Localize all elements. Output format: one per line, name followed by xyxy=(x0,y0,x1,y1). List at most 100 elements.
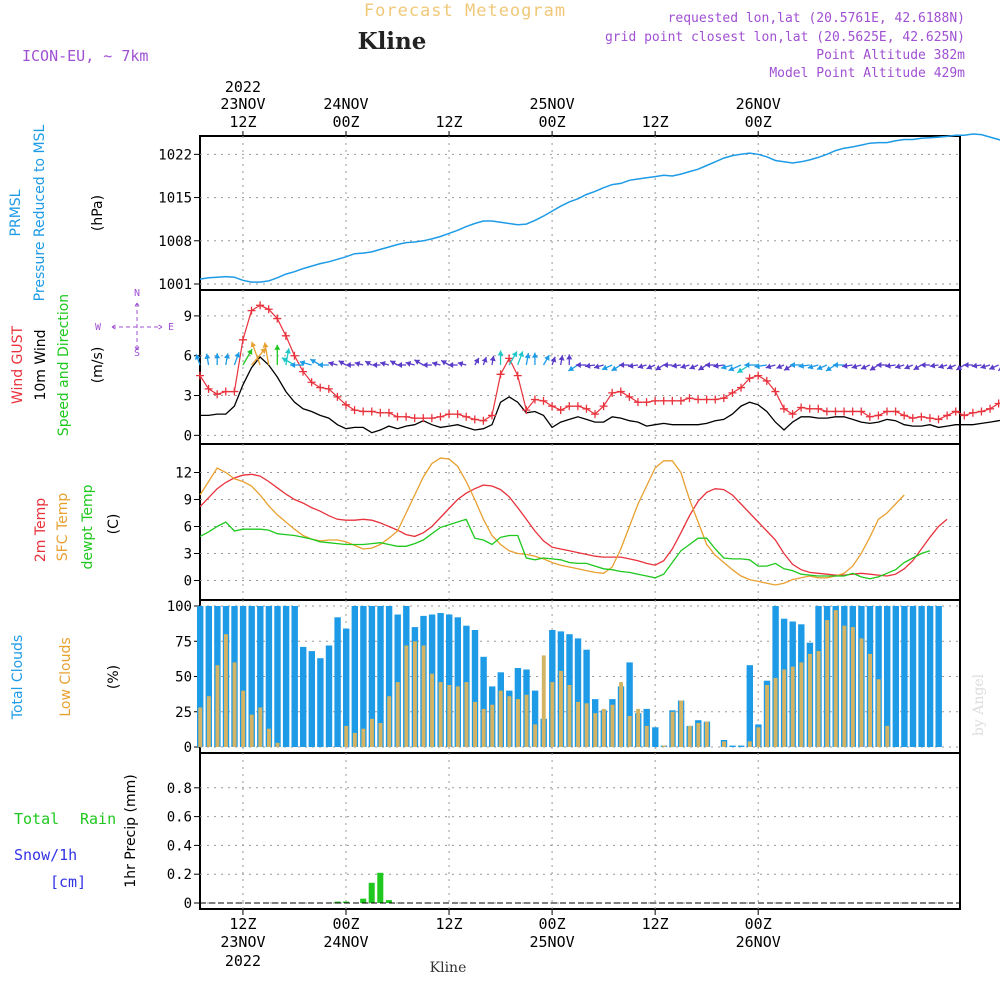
low-clouds-bar xyxy=(352,732,357,747)
wind-gust-marker xyxy=(968,408,977,417)
wind-arrowhead xyxy=(737,367,744,373)
wind-gust-marker xyxy=(522,406,531,415)
bottom-date-label: 25NOV xyxy=(530,933,575,951)
low-clouds-bar xyxy=(344,725,349,747)
wind-gust-marker xyxy=(238,335,247,344)
wind-gust-marker xyxy=(470,415,479,424)
total-clouds-bar xyxy=(368,606,376,747)
low-clouds-bar xyxy=(670,711,675,748)
wind-arrowhead xyxy=(807,363,814,370)
total-clouds-bar xyxy=(343,628,350,747)
y-tick-label: 25 xyxy=(175,705,192,721)
wind-arrowhead xyxy=(448,362,454,368)
wind-gust-marker xyxy=(479,416,488,425)
wind-arrowhead xyxy=(851,363,858,370)
wind-arrowhead xyxy=(947,364,953,370)
low-clouds-bar xyxy=(765,685,769,747)
wind-gust-marker xyxy=(573,402,582,411)
wind-gust-marker xyxy=(711,395,720,404)
wind-gust-marker xyxy=(719,394,728,403)
wind-gust-marker xyxy=(883,407,892,416)
wind-arrowhead xyxy=(963,362,969,368)
snow-label: Snow/1h xyxy=(14,846,77,864)
y-tick-label: 9 xyxy=(184,309,192,325)
wind-gust-marker xyxy=(539,396,548,405)
wind-arrowhead xyxy=(619,362,625,368)
model-altitude: Model Point Altitude 429m xyxy=(769,66,965,81)
wind-arrowhead xyxy=(338,360,345,366)
low-clouds-bar xyxy=(198,707,203,747)
wind-gust-marker xyxy=(599,402,608,411)
wind-arrowhead xyxy=(585,362,591,369)
wind-gust-marker xyxy=(616,387,625,396)
low-clouds-bar xyxy=(876,679,881,747)
wind-gust-marker xyxy=(977,407,986,416)
wind-gust-marker xyxy=(264,305,273,314)
total-clouds-bar xyxy=(454,617,461,747)
wind-gust-marker xyxy=(668,396,677,405)
total-clouds-bar xyxy=(935,606,942,747)
wind-arrowhead xyxy=(380,361,386,367)
rain-bar xyxy=(360,898,367,903)
wind-arrowhead xyxy=(345,362,351,368)
wind-arrowhead xyxy=(328,361,334,367)
low-clouds-bar xyxy=(662,745,666,747)
total-clouds-bar xyxy=(626,662,633,747)
wind-arrowhead xyxy=(511,351,518,358)
watermark: by Angel xyxy=(971,673,987,736)
y-tick-label: 0 xyxy=(184,896,192,912)
low-clouds-bar xyxy=(516,699,520,747)
wind-gust-marker xyxy=(221,387,230,396)
rain-bar xyxy=(343,901,349,903)
wind-arrowhead xyxy=(558,355,565,361)
wind-arrowhead xyxy=(861,364,867,370)
wind-arrowhead xyxy=(842,362,848,369)
total-clouds-bar xyxy=(574,638,582,747)
total-clouds-bar xyxy=(274,606,281,747)
wind-arrowhead xyxy=(481,357,488,363)
wind-arrowhead xyxy=(895,363,901,370)
wind-gust-marker xyxy=(891,407,900,416)
wind-arrowhead xyxy=(637,363,644,369)
low-clouds-bar xyxy=(619,682,623,747)
wind-arrowhead xyxy=(744,362,750,368)
total-clouds-bar xyxy=(325,645,333,747)
wind-gust-marker xyxy=(247,306,256,315)
wind-arrowhead xyxy=(422,362,428,368)
panel-frame-temperature xyxy=(199,443,961,601)
wind-gust-marker xyxy=(316,383,325,392)
y-tick-label: 1015 xyxy=(158,191,192,207)
wind-gust-marker xyxy=(582,404,591,413)
top-date-label: 24NOV xyxy=(323,95,368,113)
wind-gust-marker xyxy=(814,404,823,413)
wind-arrowhead xyxy=(885,362,891,369)
total-clouds-bar xyxy=(884,606,891,747)
wind-gust-marker xyxy=(393,412,402,421)
wind-gust-marker xyxy=(341,400,350,409)
low-clouds-bar xyxy=(644,725,649,747)
rain-label: Rain xyxy=(80,810,116,828)
wind-gust-marker xyxy=(840,407,849,416)
low-clouds-bar xyxy=(859,638,864,747)
wind-units: (m/s) xyxy=(90,347,106,384)
wind-gust-marker xyxy=(410,414,419,423)
wind-arrowhead xyxy=(628,362,634,369)
wind-gust-marker xyxy=(805,404,814,413)
total-clouds-bar xyxy=(239,606,247,747)
total-label: Total xyxy=(14,810,59,828)
wind-gust-marker xyxy=(925,414,934,423)
wind-gust-marker xyxy=(376,408,385,417)
low-clouds-bar xyxy=(507,696,512,747)
temp-2m-line xyxy=(199,473,948,577)
low-clouds-bar xyxy=(885,725,890,747)
total-clouds-bar xyxy=(308,651,315,747)
wind-arrowhead xyxy=(594,363,600,370)
wind-gust-marker xyxy=(462,412,471,421)
wind-gust-marker xyxy=(591,410,600,419)
rain-bar xyxy=(334,901,341,903)
wind-arrowhead xyxy=(929,362,936,369)
low-clouds-bar xyxy=(533,724,538,747)
low-clouds-bar xyxy=(696,723,701,747)
wind-gust-marker xyxy=(865,412,874,421)
low-clouds-bar xyxy=(258,707,263,747)
